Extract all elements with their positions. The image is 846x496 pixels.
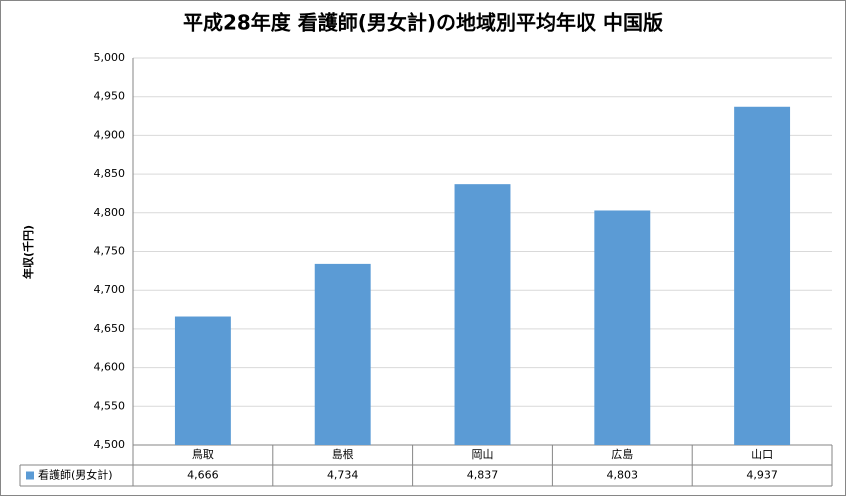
- y-tick-label: 4,500: [94, 438, 126, 451]
- legend-label: 看護師(男女計): [38, 468, 113, 482]
- y-tick-label: 4,850: [94, 167, 126, 180]
- bar: [594, 210, 651, 445]
- x-tick-label: 広島: [611, 447, 633, 461]
- bar: [174, 316, 231, 445]
- y-tick-label: 4,750: [94, 245, 126, 258]
- chart-title: 平成28年度 看護師(男女計)の地域別平均年収 中国版: [183, 11, 663, 35]
- x-tick-label: 鳥取: [192, 447, 214, 461]
- bar: [454, 184, 511, 446]
- legend-swatch: [26, 471, 34, 480]
- table-value: 4,937: [746, 469, 778, 482]
- table-value: 4,666: [187, 469, 219, 482]
- y-tick-label: 5,000: [94, 51, 126, 64]
- x-tick-label: 岡山: [472, 448, 494, 461]
- y-tick-label: 4,650: [94, 322, 126, 335]
- y-tick-label: 4,600: [94, 361, 126, 374]
- y-tick-label: 4,550: [94, 399, 126, 412]
- y-tick-label: 4,900: [94, 128, 126, 141]
- y-tick-label: 4,950: [94, 90, 126, 103]
- bar: [734, 106, 791, 446]
- x-tick-label: 島根: [332, 447, 354, 461]
- table-value: 4,734: [327, 469, 359, 482]
- y-tick-label: 4,800: [94, 206, 126, 219]
- y-tick-label: 4,700: [94, 283, 126, 296]
- bar: [314, 263, 371, 445]
- table-value: 4,837: [467, 469, 499, 482]
- x-tick-label: 山口: [751, 448, 773, 461]
- table-value: 4,803: [607, 469, 639, 482]
- y-axis-title: 年収(千円): [21, 225, 35, 279]
